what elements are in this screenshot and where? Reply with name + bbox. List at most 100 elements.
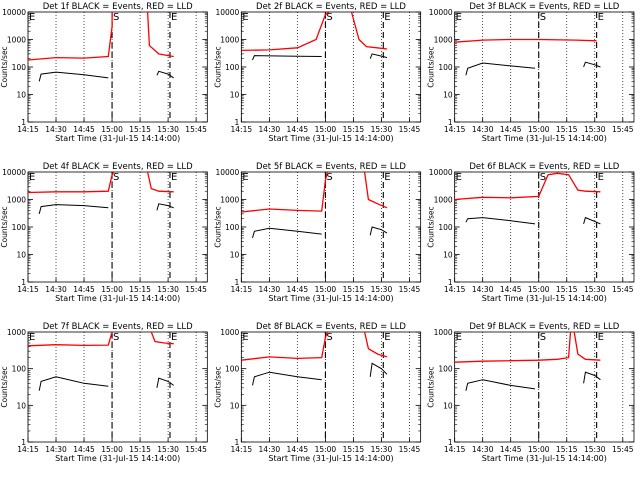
x-tick-label: 15:15 — [556, 285, 578, 294]
marker-label: S — [326, 172, 332, 183]
lld-series-line — [363, 172, 388, 209]
marker-label: E — [384, 332, 390, 343]
panel-8: Det 8f BLACK = Events, RED = LLD 14:15 14:… — [213, 322, 422, 463]
x-tick-label: 14:45 — [500, 125, 522, 134]
x-tick-label: 15:45 — [185, 445, 207, 454]
y-tick-label: 10000 — [215, 8, 239, 17]
events-series-line — [156, 70, 174, 79]
y-tick-label: 1000 — [7, 36, 26, 45]
x-axis-label: Start Time (31-Jul-15 14:14:00) — [482, 134, 607, 143]
x-tick-label: 14:45 — [287, 125, 309, 134]
y-tick-label: 10000 — [429, 168, 453, 177]
x-tick-label: 15:45 — [399, 445, 421, 454]
x-tick-label: 15:45 — [612, 285, 634, 294]
lld-series-line — [146, 172, 174, 193]
lld-series-line — [150, 332, 174, 345]
y-axis-label: Counts/sec — [213, 366, 222, 407]
x-tick-label: 15:00 — [315, 445, 337, 454]
y-tick-label: 1 — [21, 278, 26, 287]
y-tick-label: 100 — [12, 223, 27, 232]
events-series-line — [465, 62, 536, 76]
x-tick-label: 15:15 — [343, 445, 365, 454]
marker-label: E — [242, 332, 248, 343]
panel-title: Det 2f BLACK = Events, RED = LLD — [256, 2, 406, 12]
x-tick-label: 15:30 — [584, 445, 606, 454]
marker-label: S — [326, 332, 332, 343]
marker-label: E — [171, 172, 177, 183]
y-tick-label: 10 — [230, 401, 240, 410]
x-tick-label: 15:15 — [129, 285, 151, 294]
y-tick-label: 1 — [448, 118, 453, 127]
marker-label: S — [113, 332, 119, 343]
x-tick-label: 14:45 — [73, 445, 95, 454]
plot-frame — [27, 331, 208, 443]
marker-label: E — [598, 12, 604, 23]
y-tick-label: 100 — [438, 365, 453, 374]
x-tick-label: 15:00 — [528, 285, 550, 294]
x-tick-label: 14:45 — [73, 125, 95, 134]
x-tick-label: 15:00 — [101, 445, 123, 454]
y-tick-label: 10000 — [2, 168, 26, 177]
lld-series-line — [28, 12, 113, 61]
plot-frame — [454, 331, 635, 443]
x-tick-label: 15:30 — [157, 125, 179, 134]
x-tick-label: 14:30 — [45, 285, 67, 294]
panel-7: Det 7f BLACK = Events, RED = LLD 14:15 14:… — [0, 322, 208, 463]
marker-label: E — [242, 12, 248, 23]
x-tick-label: 14:45 — [500, 445, 522, 454]
panel-9: Det 9f BLACK = Events, RED = LLD 14:15 14:… — [427, 322, 635, 463]
x-tick-label: 15:30 — [584, 125, 606, 134]
y-tick-label: 100 — [225, 63, 240, 72]
marker-label: E — [29, 172, 35, 183]
x-tick-label: 15:45 — [612, 445, 634, 454]
x-tick-label: 14:30 — [259, 285, 281, 294]
events-series-line — [583, 371, 601, 384]
lld-series-line — [28, 172, 115, 194]
marker-label: E — [29, 332, 35, 343]
x-tick-label: 14:15 — [17, 125, 39, 134]
lld-series-line — [28, 332, 113, 347]
y-tick-label: 100 — [225, 365, 240, 374]
panel-5: Det 5f BLACK = Events, RED = LLD 14:15 14:… — [213, 162, 422, 303]
marker-label: E — [456, 172, 462, 183]
marker-label: E — [456, 332, 462, 343]
x-tick-label: 14:45 — [500, 285, 522, 294]
x-tick-label: 14:30 — [472, 285, 494, 294]
y-axis-label: Counts/sec — [213, 206, 222, 247]
panel-3: Det 3f BLACK = Events, RED = LLD 14:15 14:… — [427, 2, 635, 143]
marker-label: S — [113, 172, 119, 183]
y-tick-label: 1 — [235, 118, 240, 127]
y-tick-label: 100 — [12, 365, 27, 374]
lld-series-line — [363, 332, 388, 358]
marker-label: S — [540, 332, 546, 343]
y-axis-label: Counts/sec — [213, 46, 222, 87]
y-tick-label: 10000 — [429, 8, 453, 17]
x-tick-label: 15:45 — [185, 125, 207, 134]
events-series-line — [583, 216, 601, 225]
x-tick-label: 15:15 — [129, 445, 151, 454]
y-tick-label: 10 — [443, 91, 453, 100]
events-series-line — [252, 55, 322, 61]
x-tick-label: 14:15 — [17, 285, 39, 294]
x-tick-label: 15:45 — [185, 285, 207, 294]
y-tick-label: 10 — [443, 401, 453, 410]
panel-6: Det 6f BLACK = Events, RED = LLD 14:15 14:… — [427, 162, 635, 303]
x-tick-label: 15:30 — [371, 445, 393, 454]
y-tick-label: 1000 — [434, 196, 453, 205]
x-tick-label: 15:30 — [157, 285, 179, 294]
lld-series-line — [350, 12, 388, 50]
y-tick-label: 1 — [235, 278, 240, 287]
x-tick-label: 14:15 — [231, 285, 253, 294]
x-axis-label: Start Time (31-Jul-15 14:14:00) — [268, 454, 393, 463]
panel-title: Det 3f BLACK = Events, RED = LLD — [469, 2, 619, 12]
events-series-line — [583, 61, 601, 68]
lld-series-line — [241, 332, 328, 361]
y-tick-label: 100 — [225, 223, 240, 232]
x-tick-label: 14:30 — [259, 125, 281, 134]
plot-frame — [240, 171, 422, 283]
x-tick-label: 15:00 — [315, 285, 337, 294]
x-axis-label: Start Time (31-Jul-15 14:14:00) — [55, 294, 180, 303]
x-tick-label: 14:45 — [73, 285, 95, 294]
x-axis-label: Start Time (31-Jul-15 14:14:00) — [482, 294, 607, 303]
marker-label: E — [598, 172, 604, 183]
